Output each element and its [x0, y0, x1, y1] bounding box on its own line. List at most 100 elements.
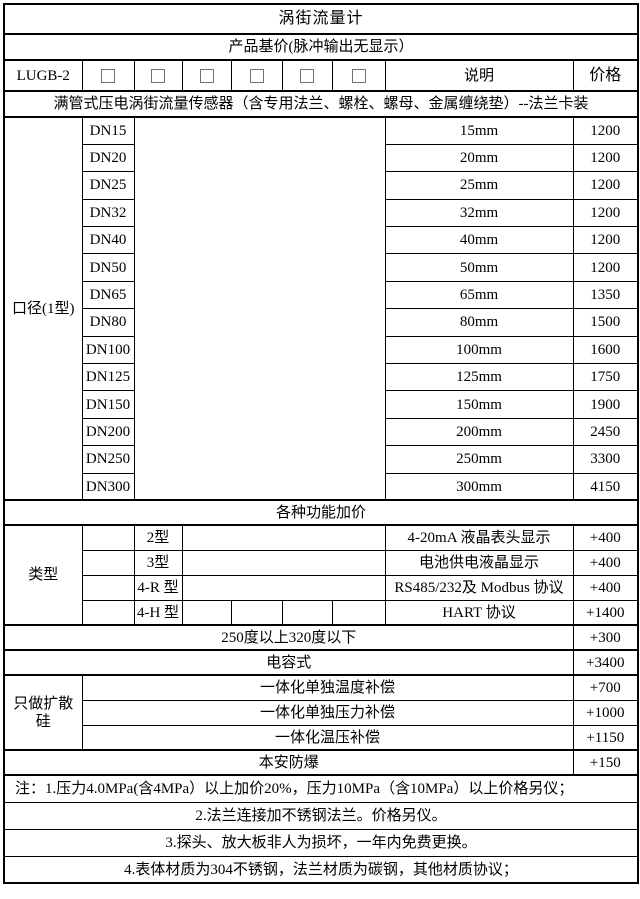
addons-section-header: 各种功能加价: [3, 499, 639, 526]
dn-code: DN65: [81, 280, 135, 310]
compensation-label: 一体化温压补偿: [81, 724, 574, 751]
type-blank-span: [181, 549, 386, 576]
dn-price: 1600: [572, 335, 639, 365]
type-desc: HART 协议: [384, 599, 574, 626]
dn-code: DN40: [81, 226, 135, 255]
type-blank-cell: [81, 599, 135, 626]
dn-size: 100mm: [384, 335, 574, 365]
type-code: 4-R 型: [133, 574, 183, 601]
dn-size: 65mm: [384, 280, 574, 310]
checkbox-icon[interactable]: [151, 69, 165, 84]
dn-code: DN15: [81, 115, 135, 145]
dn-code: DN250: [81, 445, 135, 474]
dn-price: 1200: [572, 143, 639, 173]
base-price-header: 产品基价(脉冲输出无显示）: [3, 33, 639, 61]
temp-range-label: 250度以上320度以下: [3, 624, 574, 651]
type-blank-cell: [281, 599, 333, 626]
intrinsic-safety-price: +150: [572, 749, 639, 776]
type-price: +400: [572, 549, 639, 576]
note-1: 注：1.压力4.0MPa(含4MPa）以上加价20%，压力10MPa（含10MP…: [3, 774, 639, 803]
dn-size: 125mm: [384, 363, 574, 392]
dn-price: 1200: [572, 226, 639, 255]
option-checkbox-cell-1: [81, 59, 135, 92]
type-blank-cell: [81, 574, 135, 601]
dn-price: 1200: [572, 198, 639, 228]
dn-price: 1200: [572, 171, 639, 200]
dn-code: DN300: [81, 472, 135, 501]
flowmeter-price-table: 涡街流量计 产品基价(脉冲输出无显示） LUGB-2 说明 价格 满管式压电涡街…: [3, 3, 640, 885]
type-blank-cell: [81, 549, 135, 576]
description-column-header: 说明: [384, 59, 574, 92]
compensation-label: 一体化单独温度补偿: [81, 674, 574, 701]
dn-size: 20mm: [384, 143, 574, 173]
checkbox-icon[interactable]: [300, 69, 314, 84]
checkbox-icon[interactable]: [199, 69, 214, 84]
type-code: 3型: [133, 549, 183, 576]
silicon-section-label: 只做扩散硅: [3, 674, 83, 751]
dn-code: DN200: [81, 417, 135, 447]
type-desc: RS485/232及 Modbus 协议: [384, 574, 574, 601]
dn-price: 1900: [572, 390, 639, 419]
option-checkbox-cell-5: [281, 59, 333, 92]
type-blank-span: [181, 574, 386, 601]
option-checkbox-cell-2: [133, 59, 183, 92]
compensation-price: +700: [572, 674, 639, 701]
dn-price: 1500: [572, 308, 639, 337]
dn-code: DN32: [81, 198, 135, 228]
dn-size: 25mm: [384, 171, 574, 200]
dn-code: DN150: [81, 390, 135, 419]
dn-code: DN100: [81, 335, 135, 365]
dn-code: DN50: [81, 253, 135, 282]
dn-price: 1350: [572, 280, 639, 310]
diameter-blank-area: [133, 115, 386, 501]
dn-price: 1750: [572, 363, 639, 392]
dn-price: 4150: [572, 472, 639, 501]
type-price: +400: [572, 574, 639, 601]
type-section-label: 类型: [3, 524, 83, 626]
type-desc: 电池供电液晶显示: [384, 549, 574, 576]
sensor-description: 满管式压电涡街流量传感器（含专用法兰、螺栓、螺母、金属缠绕垫）--法兰卡装: [3, 90, 639, 118]
dn-size: 250mm: [384, 445, 574, 474]
compensation-price: +1150: [572, 724, 639, 751]
compensation-label: 一体化单独压力补偿: [81, 699, 574, 726]
dn-size: 300mm: [384, 472, 574, 501]
dn-code: DN125: [81, 363, 135, 392]
intrinsic-safety-label: 本安防爆: [3, 749, 574, 776]
dn-code: DN25: [81, 171, 135, 200]
dn-price: 1200: [572, 115, 639, 145]
checkbox-icon[interactable]: [101, 69, 115, 84]
type-blank-cell: [230, 599, 283, 626]
dn-size: 15mm: [384, 115, 574, 145]
type-desc: 4-20mA 液晶表头显示: [384, 524, 574, 551]
type-blank-cell: [181, 599, 232, 626]
type-price: +1400: [572, 599, 639, 626]
page-title: 涡街流量计: [3, 3, 639, 35]
type-price: +400: [572, 524, 639, 551]
dn-size: 200mm: [384, 417, 574, 447]
type-blank-cell: [81, 524, 135, 551]
checkbox-icon[interactable]: [249, 69, 264, 84]
note-4: 4.表体材质为304不锈钢，法兰材质为碳钢，其他材质协议；: [3, 855, 639, 884]
note-3: 3.探头、放大板非人为损坏，一年内免费更换。: [3, 828, 639, 857]
dn-code: DN20: [81, 143, 135, 173]
dn-price: 3300: [572, 445, 639, 474]
dn-price: 1200: [572, 253, 639, 282]
type-code: 2型: [133, 524, 183, 551]
option-checkbox-cell-6: [331, 59, 386, 92]
note-2: 2.法兰连接加不锈钢法兰。价格另仪。: [3, 801, 639, 830]
price-column-header: 价格: [572, 59, 639, 92]
dn-size: 40mm: [384, 226, 574, 255]
option-checkbox-cell-4: [230, 59, 283, 92]
type-blank-cell: [331, 599, 386, 626]
dn-size: 32mm: [384, 198, 574, 228]
type-blank-span: [181, 524, 386, 551]
dn-price: 2450: [572, 417, 639, 447]
model-code: LUGB-2: [3, 59, 83, 92]
diameter-section-label: 口径(1型): [3, 115, 83, 501]
compensation-price: +1000: [572, 699, 639, 726]
dn-code: DN80: [81, 308, 135, 337]
capacitive-price: +3400: [572, 649, 639, 676]
checkbox-icon[interactable]: [351, 69, 366, 84]
option-checkbox-cell-3: [181, 59, 232, 92]
dn-size: 50mm: [384, 253, 574, 282]
